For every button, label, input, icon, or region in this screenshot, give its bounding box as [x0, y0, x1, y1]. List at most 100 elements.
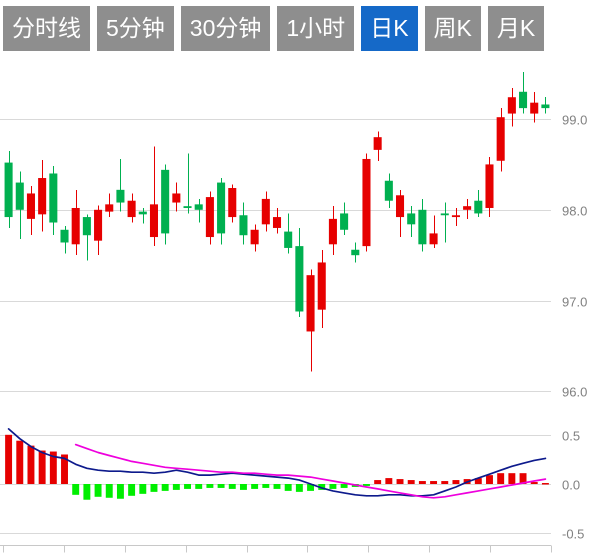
macd-histogram-bar [27, 445, 35, 484]
macd-histogram-bar [486, 475, 493, 484]
candle-body [474, 200, 483, 214]
tab-label: 月K [496, 15, 536, 41]
candlestick [306, 269, 315, 372]
candle-body [71, 207, 80, 245]
candlestick [228, 184, 237, 223]
candlestick [407, 206, 416, 238]
tab-30min[interactable]: 30分钟 [180, 6, 271, 51]
candle-body [183, 206, 192, 208]
candlestick [116, 158, 125, 212]
macd-histogram-bar [105, 484, 113, 498]
candle-body [440, 213, 449, 216]
macd-histogram-bar [374, 480, 382, 484]
candle-body [384, 180, 393, 201]
macd-histogram-bar [184, 484, 191, 489]
macd-histogram-bar [116, 484, 124, 499]
candle-body [250, 229, 259, 245]
candlestick [161, 164, 170, 245]
candle-body [463, 206, 472, 210]
macd-histogram-bar [307, 484, 315, 491]
candle-body [4, 162, 13, 218]
candlestick [82, 214, 91, 261]
macd-histogram-bar [94, 484, 102, 497]
candle-body [26, 193, 35, 219]
candle-body [407, 213, 416, 225]
candle-body [228, 188, 237, 218]
candlestick [317, 249, 326, 328]
candle-body [429, 233, 438, 245]
candlestick [373, 131, 382, 161]
tab-1hour[interactable]: 1小时 [277, 6, 355, 51]
candlestick [38, 159, 47, 232]
tab-daily-k[interactable]: 日K [361, 6, 418, 51]
tab-intraday[interactable]: 分时线 [3, 6, 90, 51]
candlestick [541, 97, 550, 114]
candle-body [261, 198, 270, 225]
macd-axis-label: 0.0 [562, 478, 580, 493]
macd-histogram-bar [206, 484, 214, 488]
candlestick [105, 193, 114, 218]
candle-body [284, 231, 293, 248]
macd-histogram-bar [363, 484, 370, 486]
candlestick [463, 198, 472, 219]
candlestick [530, 91, 539, 123]
macd-histogram-bar [83, 484, 91, 500]
macd-histogram-bar [128, 484, 136, 496]
candle-body [116, 189, 125, 203]
candlestick [138, 207, 147, 224]
macd-histogram-bar [195, 484, 203, 489]
macd-histogram-bar [251, 484, 259, 489]
chart-svg: 99.0 98.0 97.0 96.0 0.5 0.0 -0.5 [0, 71, 587, 553]
tab-label: 日K [370, 15, 409, 41]
candle-body [485, 164, 494, 208]
macd-histogram-bar [452, 480, 460, 484]
macd-histogram-bar [273, 484, 281, 489]
candle-body [138, 211, 147, 215]
candlestick [474, 189, 483, 218]
macd-histogram-bar [239, 484, 247, 490]
macd-histogram-bar [16, 440, 24, 484]
macd-histogram-bar [407, 480, 415, 484]
candle-body [272, 217, 282, 228]
candle-body [507, 97, 516, 114]
candle-body [194, 204, 203, 210]
macd-histogram-bar [418, 481, 426, 484]
candlestick [149, 146, 159, 247]
candlestick [284, 213, 293, 254]
candlestick [451, 207, 460, 227]
macd-histogram-bar [61, 454, 68, 484]
macd-histogram-bar [396, 479, 404, 484]
candle-body [149, 204, 159, 238]
candlestick [26, 186, 35, 236]
macd-histogram-bar [295, 484, 303, 492]
tab-label: 周K [433, 15, 472, 41]
candle-body [161, 169, 170, 234]
candlestick [60, 226, 69, 254]
macd-histogram-bar [318, 484, 326, 490]
candlestick [261, 191, 270, 232]
tab-label: 分时线 [12, 15, 81, 41]
tab-monthly-k[interactable]: 月K [487, 6, 545, 51]
chart-canvas-area[interactable]: 99.0 98.0 97.0 96.0 0.5 0.0 -0.5 [0, 55, 601, 555]
candle-body [172, 193, 181, 203]
macd-histogram-bar [49, 451, 57, 484]
macd-histogram-bar [150, 484, 158, 492]
candle-body [530, 102, 539, 114]
candlestick [328, 206, 337, 256]
candlestick [49, 166, 58, 236]
candlestick [217, 178, 226, 245]
tab-weekly-k[interactable]: 周K [424, 6, 481, 51]
macd-histogram-bar [5, 434, 13, 484]
tab-5min[interactable]: 5分钟 [97, 6, 174, 51]
candle-body [15, 182, 24, 210]
candlestick [205, 191, 214, 245]
candlestick [295, 227, 304, 317]
candlestick [272, 207, 282, 234]
macd-histogram-bar [530, 482, 538, 484]
candlestick [351, 242, 360, 263]
candlestick [183, 153, 192, 214]
candlestick [496, 108, 505, 172]
candle-body [105, 204, 114, 212]
macd-histogram-bar [217, 484, 225, 488]
